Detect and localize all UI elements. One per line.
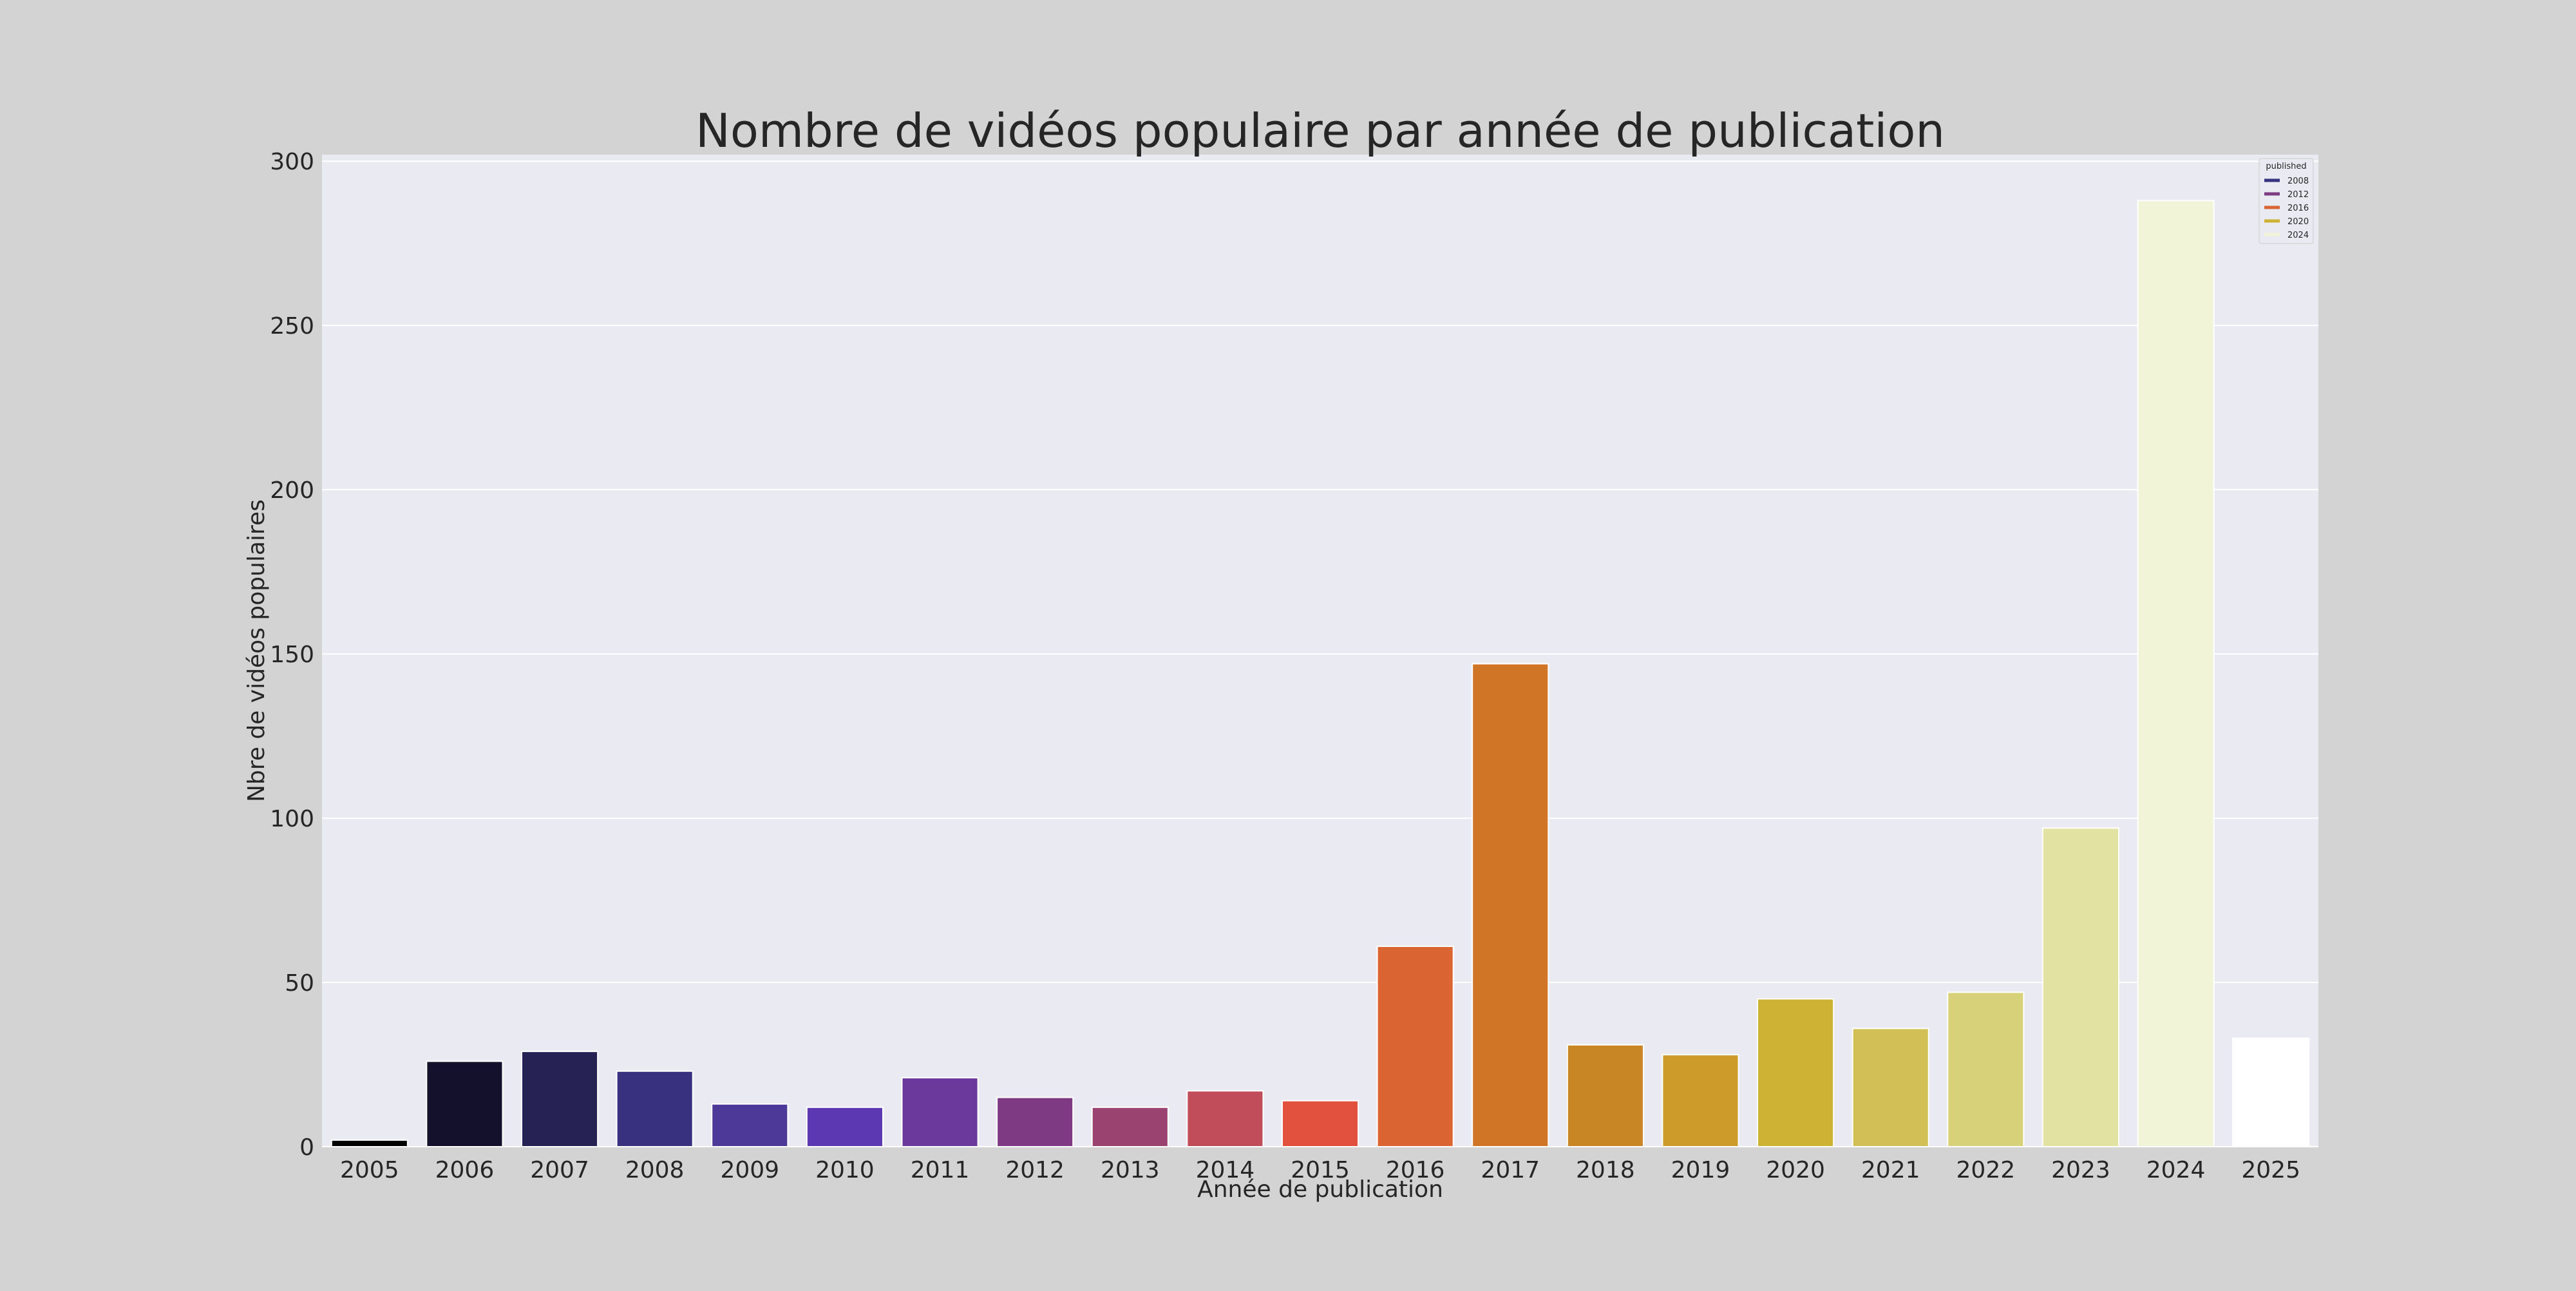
legend-entries: 2008 2012 2016 2020 2024 bbox=[2264, 177, 2309, 240]
legend-label: 2012 bbox=[2287, 190, 2309, 200]
legend-label: 2020 bbox=[2287, 217, 2309, 227]
x-tick-label: 2020 bbox=[1766, 1157, 1825, 1183]
y-tick-label: 50 bbox=[285, 970, 314, 997]
x-axis-label: Année de publication bbox=[1197, 1176, 1443, 1203]
x-tick-label: 2007 bbox=[530, 1157, 589, 1183]
bar-2009 bbox=[711, 1103, 789, 1148]
bar-2015 bbox=[1281, 1100, 1359, 1147]
plot-area bbox=[322, 155, 2318, 1147]
y-tick-label: 250 bbox=[270, 313, 314, 339]
y-tick-label: 300 bbox=[270, 149, 314, 175]
x-tick-label: 2006 bbox=[435, 1157, 495, 1183]
x-tick-label: 2014 bbox=[1196, 1157, 1255, 1183]
bar-2018 bbox=[1566, 1044, 1644, 1147]
x-tick-label: 2018 bbox=[1576, 1157, 1635, 1183]
legend-title: published bbox=[2266, 162, 2306, 171]
bar-2025 bbox=[2232, 1037, 2310, 1147]
x-tick-label: 2021 bbox=[1861, 1157, 1920, 1183]
y-tick-label: 150 bbox=[270, 642, 314, 668]
x-tick-label: 2023 bbox=[2051, 1157, 2110, 1183]
y-tick-label: 0 bbox=[299, 1134, 314, 1161]
x-axis-ticks: 2005 2006 2007 2008 2009 2010 2011 2012 2013 2014… bbox=[340, 1157, 2300, 1183]
legend-label: 2016 bbox=[2287, 204, 2309, 213]
bar-2008 bbox=[616, 1070, 694, 1147]
legend-label: 2024 bbox=[2287, 231, 2309, 240]
bar-2006 bbox=[426, 1060, 504, 1148]
y-tick-label: 100 bbox=[270, 806, 314, 832]
bar-2007 bbox=[521, 1051, 599, 1148]
x-tick-label: 2011 bbox=[911, 1157, 970, 1183]
legend: published 2008 2012 2016 2020 2024 bbox=[2259, 158, 2314, 244]
bar-2012 bbox=[996, 1096, 1074, 1147]
bars bbox=[330, 200, 2310, 1148]
bar-2021 bbox=[1852, 1028, 1929, 1147]
x-tick-label: 2017 bbox=[1481, 1157, 1540, 1183]
x-tick-label: 2008 bbox=[625, 1157, 685, 1183]
x-tick-label: 2025 bbox=[2241, 1157, 2300, 1183]
x-tick-label: 2022 bbox=[1956, 1157, 2016, 1183]
x-tick-label: 2009 bbox=[720, 1157, 779, 1183]
bar-2023 bbox=[2041, 827, 2120, 1148]
y-axis-label: Nbre de vidéos populaires bbox=[243, 499, 270, 802]
bar-2024 bbox=[2137, 200, 2215, 1147]
x-tick-label: 2024 bbox=[2146, 1157, 2206, 1183]
x-tick-label: 2012 bbox=[1005, 1157, 1065, 1183]
bar-2013 bbox=[1091, 1106, 1169, 1148]
x-tick-label: 2015 bbox=[1291, 1157, 1350, 1183]
bar-2011 bbox=[901, 1076, 979, 1148]
bar-2010 bbox=[806, 1106, 884, 1148]
y-axis-ticks: 0 50 100 150 200 250 300 bbox=[270, 149, 314, 1161]
x-tick-label: 2010 bbox=[815, 1157, 875, 1183]
bar-2019 bbox=[1662, 1054, 1739, 1147]
bar-2022 bbox=[1947, 991, 2025, 1148]
bar-2017 bbox=[1472, 663, 1549, 1147]
bar-2020 bbox=[1757, 998, 1835, 1147]
x-tick-label: 2005 bbox=[340, 1157, 399, 1183]
y-tick-label: 200 bbox=[270, 477, 314, 504]
bar-2016 bbox=[1376, 945, 1454, 1148]
bar-2014 bbox=[1186, 1090, 1264, 1148]
bar-2005 bbox=[330, 1139, 408, 1147]
x-tick-label: 2013 bbox=[1101, 1157, 1160, 1183]
x-tick-label: 2019 bbox=[1671, 1157, 1730, 1183]
x-tick-label: 2016 bbox=[1386, 1157, 1445, 1183]
legend-label: 2008 bbox=[2287, 177, 2309, 186]
chart-title: Nombre de vidéos populaire par année de … bbox=[696, 104, 1945, 158]
